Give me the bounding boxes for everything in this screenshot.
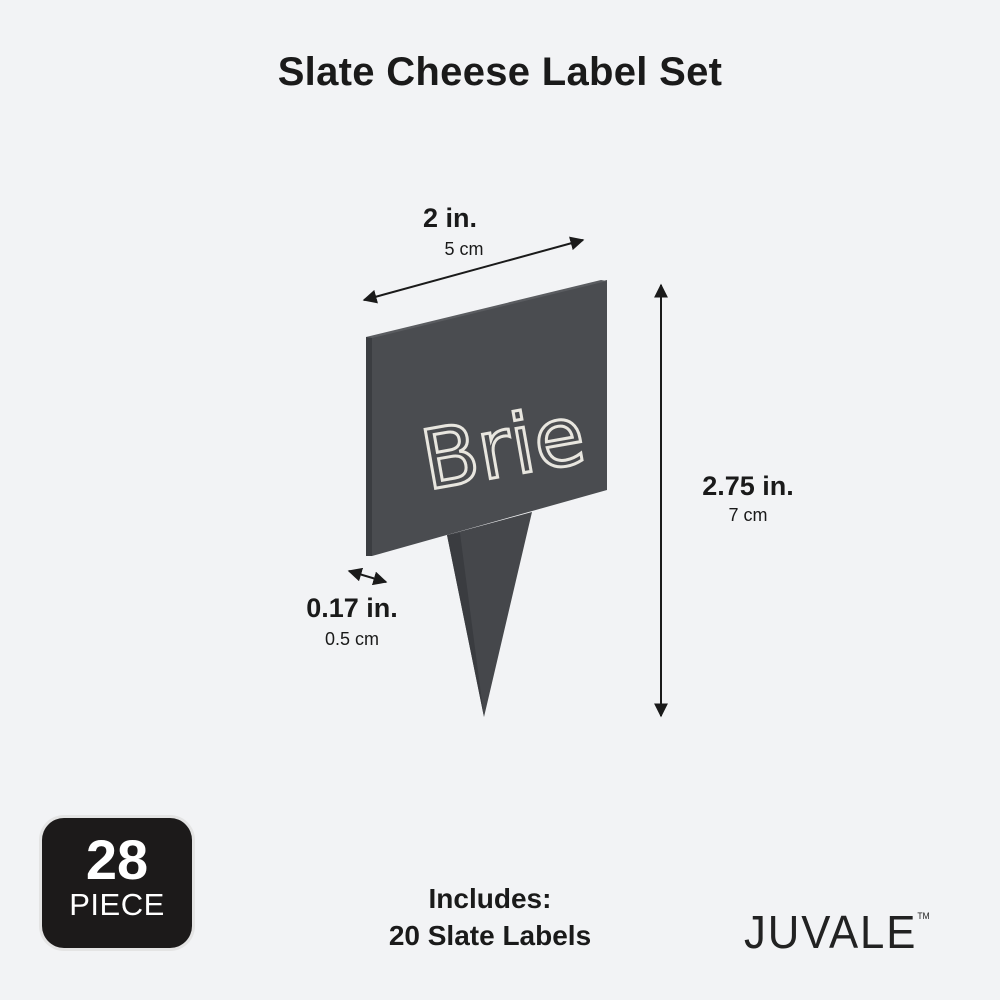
width-imperial: 2 in. xyxy=(422,203,477,233)
includes-block: Includes: 20 Slate Labels xyxy=(300,880,680,954)
width-metric: 5 cm xyxy=(444,239,484,259)
piece-count-badge: 28 PIECE xyxy=(42,818,192,948)
includes-heading: Includes: xyxy=(428,883,552,914)
thickness-arrow xyxy=(347,567,388,586)
slate-board xyxy=(372,280,607,556)
piece-unit: PIECE xyxy=(69,887,165,922)
brand-logo: JUVALETM xyxy=(744,905,930,959)
height-metric: 7 cm xyxy=(728,505,768,525)
slate-spike xyxy=(447,512,532,717)
brand-name: JUVALE xyxy=(744,906,918,958)
width-arrow xyxy=(362,236,585,304)
page-title: Slate Cheese Label Set xyxy=(277,50,723,94)
slate-board-edge xyxy=(366,337,372,556)
slate-spike-edge xyxy=(447,533,484,717)
height-imperial: 2.75 in. xyxy=(702,471,794,501)
includes-item: 20 Slate Labels xyxy=(388,920,592,951)
thickness-metric: 0.5 cm xyxy=(324,629,380,649)
thickness-imperial: 0.17 in. xyxy=(306,593,398,623)
trademark: TM xyxy=(917,911,930,921)
slate-label-image: Brie xyxy=(366,280,607,717)
piece-count: 28 xyxy=(85,828,149,891)
